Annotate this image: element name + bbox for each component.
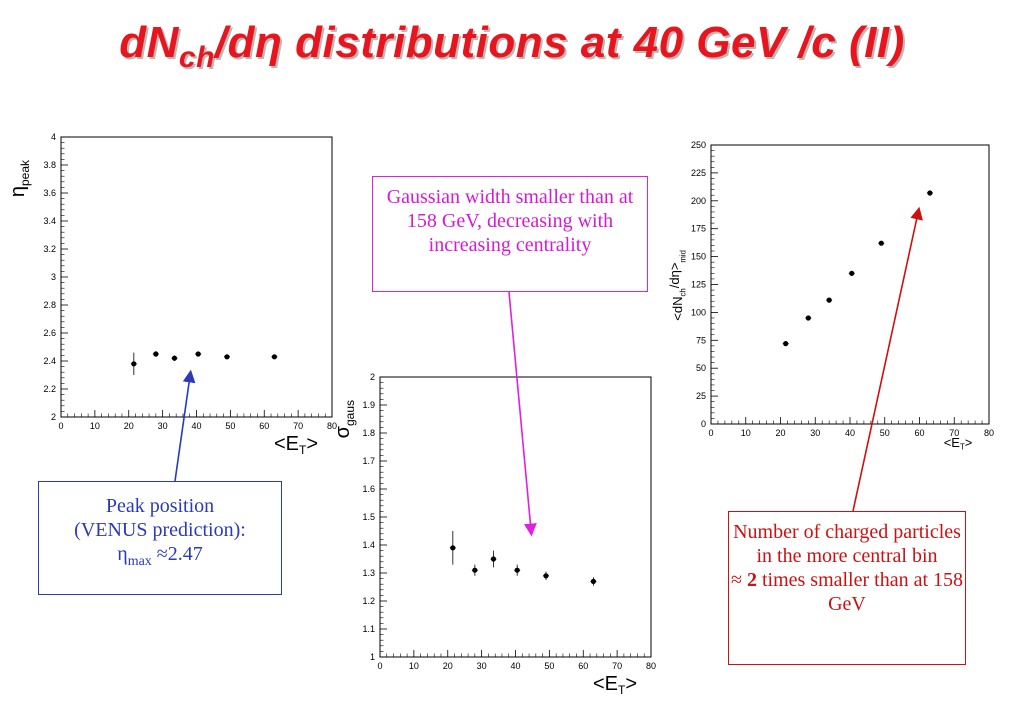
x-tick-label: 70 [612, 661, 622, 671]
data-point [927, 190, 933, 196]
y-tick-label: 0 [701, 419, 706, 429]
data-point [153, 351, 159, 357]
y-tick-label: 1.9 [362, 400, 375, 410]
x-tick-label: 60 [914, 428, 924, 438]
y-tick-label: 225 [691, 168, 706, 178]
x-tick-label: 10 [741, 428, 751, 438]
y-tick-label: 1.4 [362, 540, 375, 550]
x-tick-label: 40 [191, 421, 201, 431]
y-axis-label: <dNch/dη>mid [667, 250, 688, 321]
y-tick-label: 1.6 [362, 484, 375, 494]
y-tick-label: 3.2 [43, 244, 56, 254]
y-tick-label: 175 [691, 224, 706, 234]
data-point [543, 573, 549, 579]
nch-note: Number of charged particles in the more … [728, 511, 966, 665]
y-tick-label: 3 [51, 272, 56, 282]
data-point [171, 355, 178, 361]
y-tick-label: 50 [696, 363, 706, 373]
y-tick-label: 3.8 [43, 160, 56, 170]
y-tick-label: 75 [696, 335, 706, 345]
x-tick-label: 20 [124, 421, 134, 431]
x-tick-label: 70 [949, 428, 959, 438]
x-tick-label: 30 [477, 661, 487, 671]
data-point [783, 341, 789, 347]
data-point [878, 240, 884, 246]
page-title: dNch/dη distributions at 40 GeV /c (II) [119, 18, 905, 74]
peak-note: Peak position (VENUS prediction): ηmax ≈… [38, 481, 282, 595]
x-tick-label: 0 [58, 421, 63, 431]
data-point [805, 315, 811, 321]
x-tick-label: 30 [158, 421, 168, 431]
y-tick-label: 2.6 [43, 328, 56, 338]
y-tick-label: 1.7 [362, 456, 375, 466]
data-point [472, 567, 478, 573]
x-tick-label: 60 [259, 421, 269, 431]
data-point [271, 354, 278, 360]
y-tick-label: 1 [370, 652, 375, 662]
x-tick-label: 80 [984, 428, 994, 438]
data-point [849, 270, 855, 276]
y-tick-label: 2 [370, 372, 375, 382]
x-tick-label: 30 [810, 428, 820, 438]
y-tick-label: 250 [691, 140, 706, 150]
x-tick-label: 50 [880, 428, 890, 438]
data-point [490, 556, 497, 562]
x-tick-label: 60 [578, 661, 588, 671]
y-tick-label: 2.2 [43, 384, 56, 394]
x-tick-label: 0 [708, 428, 713, 438]
x-tick-label: 80 [646, 661, 656, 671]
x-tick-label: 0 [377, 661, 382, 671]
y-tick-label: 100 [691, 307, 706, 317]
data-point [195, 351, 201, 357]
y-tick-label: 1.3 [362, 568, 375, 578]
y-tick-label: 200 [691, 196, 706, 206]
plot-frame [710, 144, 990, 425]
x-axis-label: <ET> [944, 435, 973, 452]
y-tick-label: 1.8 [362, 428, 375, 438]
y-tick-label: 2 [51, 412, 56, 422]
x-tick-label: 50 [544, 661, 554, 671]
gaus-note: Gaussian width smaller than at 158 GeV, … [372, 176, 648, 292]
x-tick-label: 80 [327, 421, 337, 431]
data-point [514, 567, 520, 573]
y-tick-label: 2.4 [43, 356, 56, 366]
y-tick-label: 2.8 [43, 300, 56, 310]
y-tick-label: 3.4 [43, 216, 56, 226]
y-tick-label: 4 [51, 132, 56, 142]
y-tick-label: 1.5 [362, 512, 375, 522]
x-tick-label: 40 [510, 661, 520, 671]
x-tick-label: 20 [443, 661, 453, 671]
x-tick-label: 20 [775, 428, 785, 438]
x-tick-label: 50 [225, 421, 235, 431]
y-axis-label: σgaus [332, 400, 357, 438]
data-point [131, 361, 137, 367]
x-axis-label: <ET> [274, 433, 318, 457]
x-tick-label: 40 [845, 428, 855, 438]
data-point [826, 297, 832, 303]
data-point [224, 354, 230, 360]
x-tick-label: 10 [90, 421, 100, 431]
y-tick-label: 1.1 [362, 624, 375, 634]
x-tick-label: 10 [409, 661, 419, 671]
y-tick-label: 125 [691, 280, 706, 290]
data-point [450, 545, 456, 551]
y-tick-label: 25 [696, 391, 706, 401]
x-tick-label: 70 [293, 421, 303, 431]
data-point [590, 578, 597, 585]
y-axis-label: ηpeak [7, 159, 32, 197]
y-tick-label: 150 [691, 252, 706, 262]
y-tick-label: 1.2 [362, 596, 375, 606]
y-tick-label: 3.6 [43, 188, 56, 198]
x-axis-label: <ET> [593, 673, 637, 697]
